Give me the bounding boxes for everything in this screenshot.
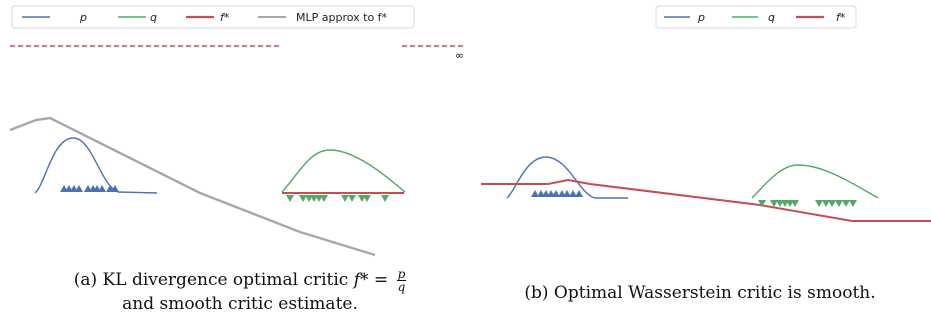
caption-a-fraction: p q bbox=[396, 267, 407, 294]
legend-b-fstar-label: f* bbox=[836, 11, 846, 24]
legend-a-fstar-label: f* bbox=[220, 11, 230, 24]
panel-b-chart: p q f* bbox=[481, 5, 931, 222]
legend-a-q-label: q bbox=[150, 11, 157, 24]
p-samples-a bbox=[60, 185, 119, 192]
q-density-curve-a bbox=[281, 149, 406, 193]
caption-a-line2: and smooth critic estimate. bbox=[122, 294, 358, 314]
caption-a: (a) KL divergence optimal critic f* = p … bbox=[10, 268, 470, 315]
p-density-curve-b bbox=[506, 156, 628, 199]
caption-a-math: f* = bbox=[353, 270, 389, 290]
mlp-approx-curve bbox=[9, 116, 376, 257]
legend-a-mlp-label: MLP approx to f* bbox=[296, 11, 388, 24]
legend-b-p-label: p bbox=[697, 11, 705, 24]
p-samples-b bbox=[531, 190, 583, 197]
caption-a-line1: (a) KL divergence optimal critic f* = p … bbox=[73, 267, 407, 294]
wasserstein-critic-line bbox=[481, 178, 931, 222]
legend-a-p-label: p bbox=[79, 11, 87, 24]
q-samples-b bbox=[758, 200, 857, 207]
panel-a-chart: p q f* MLP approx to f* ∞ bbox=[9, 5, 466, 257]
q-samples-a bbox=[286, 195, 389, 202]
p-density-curve-a bbox=[34, 137, 158, 194]
infinity-label: ∞ bbox=[455, 49, 464, 62]
q-density-curve-b bbox=[751, 164, 879, 199]
legend-b-q-label: q bbox=[768, 11, 775, 24]
caption-b: (b) Optimal Wasserstein critic is smooth… bbox=[524, 283, 876, 303]
